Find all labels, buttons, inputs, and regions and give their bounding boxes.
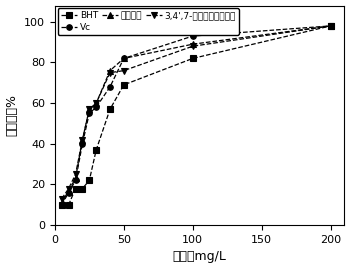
3,4',7-三羟基二氮黄酮醇 xyxy=(94,101,98,105)
Vc xyxy=(66,191,71,194)
3,4',7-三羟基二氮黄酮醇 xyxy=(66,187,71,190)
BHT xyxy=(94,148,98,151)
黄颏木素 xyxy=(66,189,71,192)
Vc xyxy=(329,24,333,27)
3,4',7-三羟基二氮黄酮醇 xyxy=(87,108,91,111)
BHT xyxy=(66,203,71,206)
3,4',7-三羟基二氮黄酮醇 xyxy=(60,197,64,200)
Vc xyxy=(122,57,126,60)
Line: 3,4',7-三羟基二氮黄酮醇: 3,4',7-三羟基二氮黄酮醇 xyxy=(59,23,334,201)
黄颏木素 xyxy=(329,24,333,27)
Line: Vc: Vc xyxy=(59,23,334,208)
黄颏木素 xyxy=(94,101,98,105)
Vc xyxy=(87,112,91,115)
Vc xyxy=(94,106,98,109)
黄颏木素 xyxy=(108,69,112,72)
黄颏木素 xyxy=(60,201,64,204)
3,4',7-三羟基二氮黄酮醇 xyxy=(122,69,126,72)
3,4',7-三羟基二氮黄酮醇 xyxy=(329,24,333,27)
BHT xyxy=(329,24,333,27)
Line: 黄颏木素: 黄颏木素 xyxy=(59,23,334,206)
Y-axis label: 清除率，%: 清除率，% xyxy=(6,94,19,136)
3,4',7-三羟基二氮黄酮醇 xyxy=(80,138,84,141)
BHT xyxy=(191,57,195,60)
3,4',7-三羟基二氮黄酮醇 xyxy=(108,71,112,74)
3,4',7-三羟基二氮黄酮醇 xyxy=(74,173,78,176)
BHT xyxy=(108,108,112,111)
3,4',7-三羟基二氮黄酮醇 xyxy=(191,45,195,48)
Vc xyxy=(191,34,195,38)
BHT xyxy=(60,203,64,206)
黄颏木素 xyxy=(74,177,78,180)
BHT xyxy=(122,83,126,86)
BHT xyxy=(74,187,78,190)
黄颏木素 xyxy=(80,138,84,141)
黄颏木素 xyxy=(87,108,91,111)
Vc xyxy=(108,85,112,89)
Legend: BHT, Vc, 黄颏木素, 3,4',7-三羟基二氮黄酮醇: BHT, Vc, 黄颏木素, 3,4',7-三羟基二氮黄酮醇 xyxy=(57,8,239,35)
Vc xyxy=(74,179,78,182)
Vc xyxy=(60,203,64,206)
Vc xyxy=(80,142,84,146)
黄颏木素 xyxy=(191,43,195,46)
Line: BHT: BHT xyxy=(59,23,334,208)
BHT xyxy=(87,179,91,182)
BHT xyxy=(80,187,84,190)
黄颏木素 xyxy=(122,57,126,60)
X-axis label: 浓度，mg/L: 浓度，mg/L xyxy=(173,250,226,263)
